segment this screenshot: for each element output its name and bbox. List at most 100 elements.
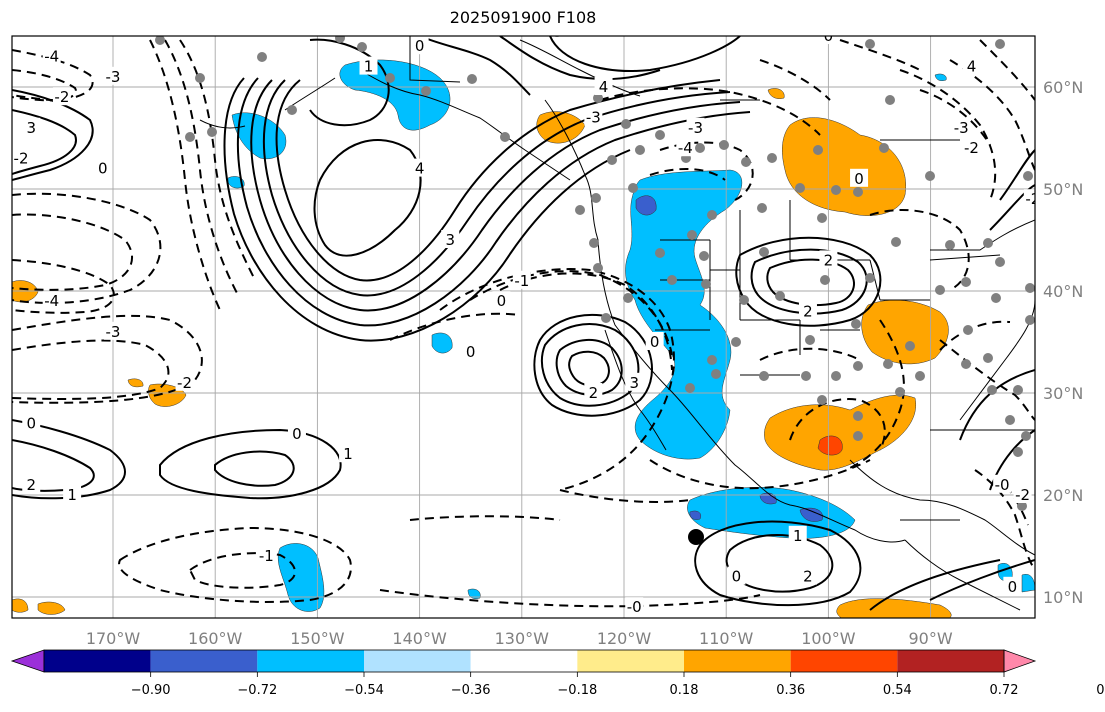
contour-label: 0: [466, 343, 476, 361]
colorbar-segment: [257, 650, 364, 672]
contour-labels: -4 -3 -2 3 -2 0 -4 -3 -2 0 2 1 0 1 -1 4 3 0 0 -1 0 1 -3 -3 -4 4 3 2…: [12, 27, 1040, 616]
negative-anomaly-region: [689, 510, 701, 520]
contour-label: -3: [106, 68, 121, 86]
latitude-label: 50°N: [1043, 180, 1083, 199]
contour-label: 3: [26, 119, 36, 137]
contour-label: 0: [497, 292, 507, 310]
longitude-label: 100°W: [801, 629, 856, 648]
latitude-label: 30°N: [1043, 384, 1083, 403]
contour-label: 0: [650, 333, 660, 351]
colorbar: −0.90 −0.72 −0.54 −0.36 −0.18 0.18 0.36 0.54 0.7…: [10, 649, 1105, 698]
contour-label: -3: [106, 323, 121, 341]
highlight-marker: [688, 529, 704, 545]
negative-anomaly-region: [635, 195, 657, 216]
map-title: 2025091900 F108: [449, 8, 597, 27]
negative-anomaly-region: [431, 332, 453, 354]
contour-label: -2: [14, 149, 29, 167]
positive-anomaly-region: [12, 598, 29, 613]
contour-label: -0: [627, 598, 642, 616]
negative-anomaly-region: [934, 73, 947, 82]
longitude-label: 120°W: [597, 629, 652, 648]
contour-label: -2: [177, 374, 192, 392]
positive-anomaly-region: [836, 598, 952, 618]
contour-label: -2: [1025, 190, 1040, 208]
colorbar-segment: [577, 650, 684, 672]
colorbar-tick-label: 0.36: [776, 683, 805, 698]
contour-label: 0: [415, 37, 425, 55]
contour-label: -1: [259, 547, 274, 565]
positive-anomaly-region: [764, 394, 917, 471]
colorbar-segment: [790, 650, 898, 672]
colorbar-segment: [10, 649, 45, 673]
colorbar-tick-label: −0.54: [344, 683, 384, 698]
positive-anomaly-region: [861, 299, 949, 365]
colorbar-segment: [44, 650, 151, 672]
longitude-label: 90°W: [909, 629, 953, 648]
colorbar-segment: [364, 650, 471, 672]
longitude-label: 150°W: [290, 629, 345, 648]
colorbar-tick-label: −0.18: [557, 683, 597, 698]
negative-anomaly-region: [277, 543, 325, 612]
colorbar-tick-label: 0.18: [670, 683, 699, 698]
contour-label: 2: [803, 302, 813, 320]
negative-anomaly-region: [799, 507, 823, 522]
contour-label: -4: [678, 139, 693, 157]
colorbar-segment: [684, 650, 791, 672]
negative-anomaly-region: [339, 59, 451, 131]
latitude-label: 40°N: [1043, 282, 1083, 301]
negative-anomaly-region: [625, 169, 743, 460]
contour-label: -1: [514, 272, 529, 290]
contour-label: -2: [54, 88, 69, 106]
contour-label: -4: [44, 292, 59, 310]
negative-anomaly-region: [467, 588, 481, 599]
contour-label: 1: [343, 445, 353, 463]
colorbar-segment: [897, 650, 1004, 672]
contour-label: 0: [732, 568, 742, 586]
contour-label: 0: [854, 170, 864, 188]
contour-label: 0: [824, 27, 834, 45]
longitude-label: 140°W: [392, 629, 447, 648]
contour-label: -3: [688, 119, 703, 137]
colorbar-tick-label: 0.90: [1096, 683, 1105, 698]
contour-label: 2: [589, 384, 599, 402]
contour-label: 0: [26, 415, 36, 433]
colorbar-tick-label: −0.36: [451, 683, 491, 698]
colorbar-tick-label: −0.72: [237, 683, 277, 698]
longitude-labels: 170°W 160°W 150°W 140°W 130°W 120°W 110°W 100°W…: [86, 629, 953, 648]
contour-label: 1: [793, 527, 803, 545]
colorbar-tick-label: 0.54: [883, 683, 912, 698]
contour-label: 4: [967, 58, 977, 76]
contour-label: -2: [1015, 486, 1030, 504]
positive-anomaly-region: [767, 88, 785, 99]
negative-anomaly-region: [231, 112, 287, 160]
longitude-label: 130°W: [495, 629, 550, 648]
latitude-label: 10°N: [1043, 588, 1083, 607]
contour-label: -3: [586, 109, 601, 127]
contour-label: 4: [415, 160, 425, 178]
shaded-regions: [12, 59, 1035, 618]
station-markers: [155, 36, 1035, 511]
contour-label: -2: [964, 139, 979, 157]
contour-label: 4: [599, 78, 609, 96]
longitude-label: 160°W: [188, 629, 243, 648]
contour-label: 3: [629, 374, 639, 392]
colorbar-segment: [150, 650, 258, 672]
contour-label: 0: [292, 425, 302, 443]
longitude-label: 110°W: [699, 629, 754, 648]
map-border: [11, 35, 1036, 619]
colorbar-tick-label: 0.72: [990, 683, 1019, 698]
contour-label: -3: [954, 119, 969, 137]
longitude-label: 170°W: [86, 629, 141, 648]
colorbar-segment: [470, 650, 578, 672]
positive-anomaly-region: [817, 435, 843, 456]
contour-label: -0: [995, 476, 1010, 494]
contour-label: 0: [1008, 578, 1018, 596]
negative-anomaly-region: [1021, 574, 1035, 593]
colorbar-segment: [1003, 649, 1037, 673]
contour-label: 3: [445, 231, 455, 249]
latitude-label: 20°N: [1043, 486, 1083, 505]
contour-label: 2: [26, 476, 36, 494]
contour-label: 2: [824, 251, 834, 269]
contour-label: 0: [98, 160, 108, 178]
